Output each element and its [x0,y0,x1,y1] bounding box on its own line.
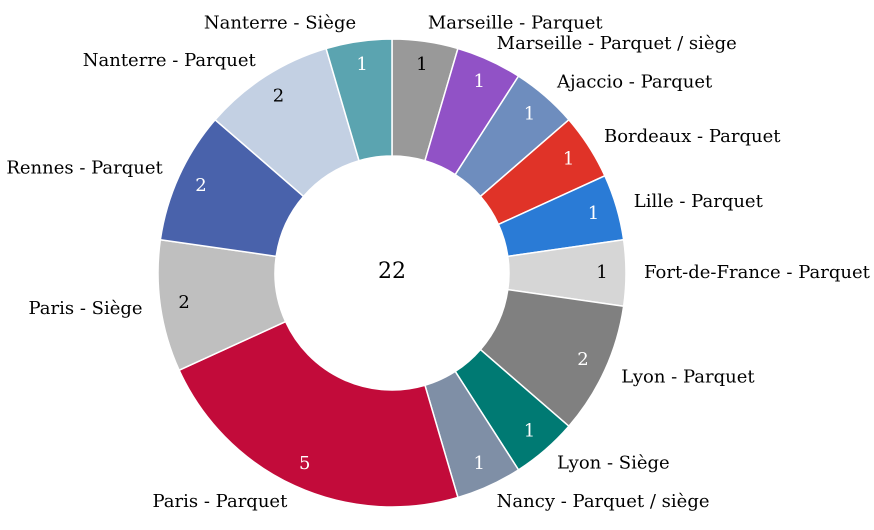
category-label-marseille-parquet: Marseille - Parquet [428,13,604,34]
slice-paris-parquet [178,320,459,508]
value-label-nanterre-siege: 1 [356,54,367,75]
category-label-nanterre-siege: Nanterre - Siège [204,13,356,34]
value-label-lyon-parquet: 2 [577,349,588,370]
value-label-paris-parquet: 5 [299,453,310,474]
category-label-lille-parquet: Lille - Parquet [634,191,764,212]
center-total-label: 22 [378,259,406,284]
value-label-lille-parquet: 1 [588,203,599,224]
value-label-lyon-siege: 1 [524,421,535,442]
slice-nanterre-siege [325,38,393,162]
category-label-paris-parquet: Paris - Parquet [153,491,289,512]
value-label-rennes-parquet: 2 [195,175,206,196]
category-label-marseille-parquet-siege: Marseille - Parquet / siège [497,33,737,54]
category-label-nancy-parquet-siege: Nancy - Parquet / siège [497,491,710,512]
value-label-fort-de-france-parquet: 1 [596,262,607,283]
value-label-marseille-parquet: 1 [416,54,427,75]
category-label-fort-de-france-parquet: Fort-de-France - Parquet [644,262,871,283]
category-label-bordeaux-parquet: Bordeaux - Parquet [604,126,781,147]
slices-layer [157,38,627,508]
category-label-lyon-siege: Lyon - Siège [557,452,670,473]
value-label-nanterre-parquet: 2 [273,85,284,106]
category-label-ajaccio-parquet: Ajaccio - Parquet [556,72,713,93]
value-label-paris-siege: 2 [178,292,189,313]
value-label-marseille-parquet-siege: 1 [474,71,485,92]
category-label-paris-siege: Paris - Siège [28,298,142,319]
category-label-lyon-parquet: Lyon - Parquet [621,367,755,388]
value-label-nancy-parquet-siege: 1 [474,453,485,474]
category-label-rennes-parquet: Rennes - Parquet [6,157,163,178]
category-label-nanterre-parquet: Nanterre - Parquet [83,50,257,71]
value-label-bordeaux-parquet: 1 [563,148,574,169]
value-label-ajaccio-parquet: 1 [524,103,535,124]
